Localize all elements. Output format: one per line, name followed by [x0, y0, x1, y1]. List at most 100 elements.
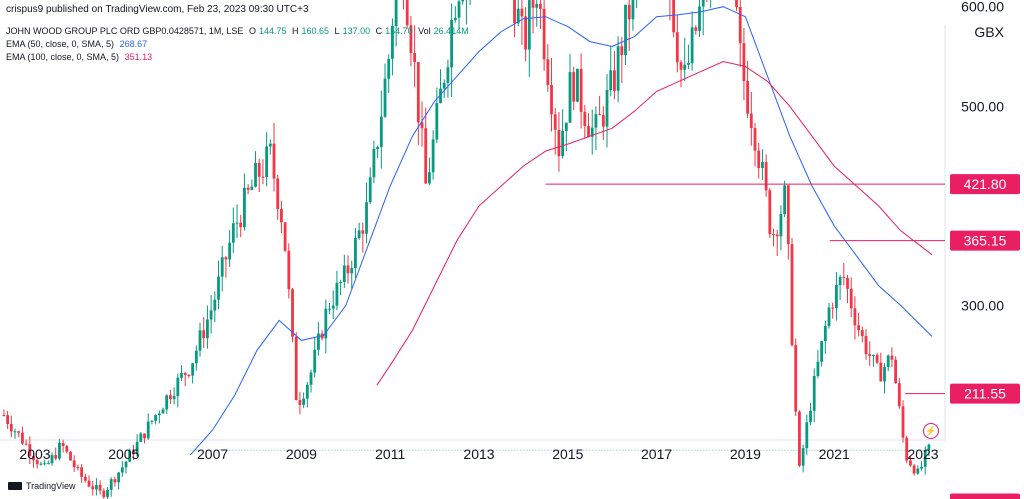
candle-body — [927, 444, 931, 451]
candle-body — [324, 308, 328, 339]
candle-body — [124, 461, 128, 468]
candle-body — [35, 460, 39, 465]
candle-body — [794, 345, 798, 412]
candle-body — [835, 285, 838, 309]
candle-body — [291, 289, 294, 337]
candle-body — [897, 383, 901, 407]
candle-body — [553, 114, 557, 130]
candle-body — [809, 410, 812, 423]
candle-body — [83, 476, 87, 481]
candle-body — [317, 333, 320, 350]
candle-body — [368, 177, 372, 203]
candle-body — [450, 20, 454, 68]
candle-body — [764, 162, 768, 191]
candle-body — [235, 222, 239, 224]
candle-body — [146, 421, 150, 439]
candle-body — [539, 3, 542, 9]
candle-body — [161, 409, 165, 414]
candle-body — [250, 186, 254, 190]
legend-ema100-row: EMA (100, close, 0, SMA, 5) 351.13 — [6, 51, 472, 64]
candle-body — [194, 350, 198, 364]
candle-body — [416, 62, 420, 123]
candle-body — [405, 0, 409, 26]
candle-body — [72, 460, 76, 468]
candle-body — [527, 0, 531, 50]
candle-body — [257, 162, 261, 177]
candle-body — [335, 282, 339, 306]
candle-body — [120, 467, 124, 473]
candle-body — [272, 143, 276, 179]
y-tick-label: 600.00 — [961, 0, 1004, 15]
candle-body — [886, 355, 890, 367]
candle-body — [579, 68, 583, 112]
low-label: L — [334, 26, 340, 36]
flash-icon[interactable]: ⚡ — [923, 423, 939, 439]
candle-body — [779, 213, 783, 237]
candle-body — [231, 223, 235, 243]
candle-body — [738, 6, 742, 44]
candle-body — [91, 486, 95, 490]
candle-body — [309, 372, 313, 385]
candle-body — [143, 433, 146, 439]
candle-body — [831, 307, 835, 309]
candle-body — [217, 276, 220, 300]
ema50-line — [190, 6, 933, 456]
candle-body — [572, 72, 576, 102]
candle-body — [65, 446, 69, 452]
level-label: 211.55 — [964, 386, 1006, 402]
tradingview-logo-icon — [8, 482, 22, 490]
candle-body — [106, 489, 109, 498]
candle-body — [786, 185, 790, 245]
candle-body — [701, 0, 705, 7]
candle-body — [520, 8, 524, 17]
currency-label: GBX — [974, 24, 1004, 40]
candle-body — [775, 234, 779, 237]
candle-body — [842, 277, 846, 279]
candle-body — [206, 319, 209, 339]
candle-body — [687, 63, 690, 65]
volume-value: 26.414M — [433, 26, 469, 36]
candle-body — [420, 122, 424, 129]
candle-body — [376, 146, 380, 150]
candle-body — [879, 362, 883, 382]
candle-body — [827, 307, 831, 327]
candle-body — [753, 128, 757, 151]
candle-body — [616, 46, 620, 91]
candle-body — [46, 463, 50, 465]
candle-body — [387, 58, 391, 79]
candle-body — [43, 463, 47, 465]
candle-body — [276, 178, 280, 210]
candle-body — [535, 3, 539, 8]
candle-body — [624, 4, 627, 56]
candle-body — [627, 4, 631, 20]
y-tick-label: 500.00 — [961, 98, 1004, 114]
candle-body — [28, 444, 32, 456]
footer: TradingView — [8, 481, 76, 491]
candle-body — [209, 310, 213, 320]
candle-body — [383, 78, 387, 117]
candle-body — [24, 443, 28, 445]
candle-body — [594, 114, 598, 128]
legend-symbol: JOHN WOOD GROUP PLC ORD GBP0.0428571, 1M… — [6, 26, 244, 36]
candle-body — [735, 0, 738, 7]
candle-body — [202, 330, 206, 339]
candle-body — [180, 373, 183, 378]
candle-body — [239, 222, 243, 228]
candle-body — [609, 70, 613, 90]
candle-body — [157, 413, 161, 416]
candle-body — [435, 103, 439, 140]
candle-body — [287, 250, 291, 290]
candle-body — [228, 242, 232, 260]
candle-body — [98, 484, 102, 491]
candle-body — [154, 415, 158, 421]
candle-body — [561, 130, 565, 157]
high-label: H — [292, 26, 299, 36]
candle-body — [169, 395, 172, 400]
candle-body — [172, 396, 176, 400]
candle-body — [261, 176, 265, 178]
candle-body — [598, 114, 602, 116]
candle-body — [823, 326, 827, 342]
candle-body — [191, 363, 195, 376]
candle-body — [583, 111, 587, 127]
